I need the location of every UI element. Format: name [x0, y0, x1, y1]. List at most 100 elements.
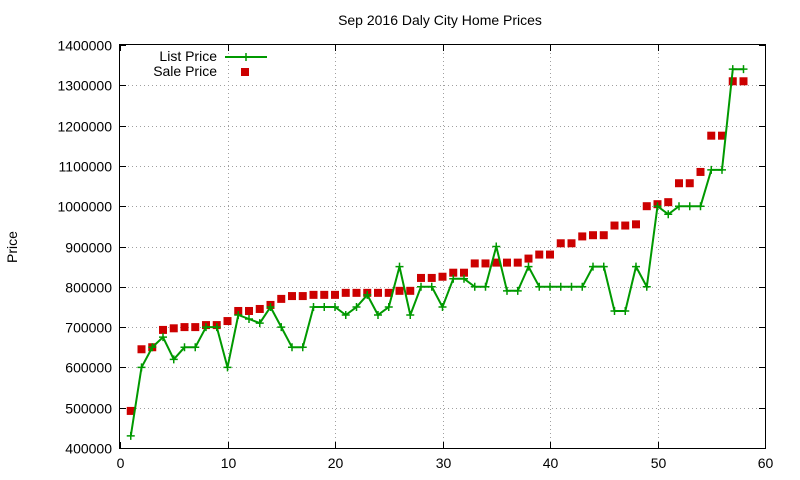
y-axis-label: Price	[4, 231, 20, 263]
y-tick-label: 500000	[65, 401, 112, 417]
list-price-point	[212, 323, 221, 332]
list-price-point	[675, 202, 683, 211]
list-price-point	[653, 202, 662, 211]
sale-price-point	[664, 198, 673, 207]
list-price-point	[578, 282, 587, 291]
sale-price-point	[234, 306, 243, 315]
list-price-point	[148, 343, 157, 352]
sale-price-point	[675, 179, 683, 188]
list-price-point	[610, 306, 619, 315]
list-price-point	[169, 355, 178, 364]
sale-price-point	[384, 288, 393, 297]
sale-price-point	[567, 239, 576, 248]
list-price-point	[137, 363, 146, 372]
list-price-point	[245, 315, 253, 324]
y-tick-label: 1100000	[59, 159, 113, 175]
y-tick-label: 900000	[65, 240, 112, 256]
sale-price-point	[352, 288, 361, 297]
sale-price-point	[696, 167, 705, 176]
list-price-point	[341, 311, 350, 320]
x-tick-label: 30	[436, 455, 452, 471]
list-price-point	[159, 333, 167, 342]
list-price-point	[438, 302, 447, 311]
list-price-point	[255, 319, 264, 328]
list-price-point	[363, 290, 372, 299]
sale-price-point	[288, 292, 296, 301]
legend-swatch-sale-price	[241, 68, 249, 76]
sale-price-point	[739, 77, 748, 86]
sale-price-point	[610, 221, 619, 230]
sale-price-point	[341, 288, 350, 297]
list-price-point	[298, 343, 307, 352]
sale-price-point	[191, 323, 200, 332]
chart-title: Sep 2016 Daly City Home Prices	[338, 12, 542, 28]
sale-price-point	[438, 272, 447, 281]
sale-price-point	[589, 231, 597, 240]
sale-price-point	[470, 259, 479, 268]
sale-price-point	[374, 288, 382, 297]
y-tick-label: 800000	[65, 280, 112, 296]
y-tick-label: 1000000	[57, 199, 112, 215]
sale-price-point	[535, 250, 544, 259]
list-price-point	[642, 282, 651, 291]
list-price-point	[535, 282, 544, 291]
list-price-point	[492, 242, 501, 251]
x-tick-label: 60	[758, 455, 774, 471]
y-tick-label: 1300000	[57, 78, 112, 94]
list-price-point	[406, 311, 415, 320]
plot-frame	[119, 44, 766, 449]
sale-price-point	[255, 304, 264, 313]
list-price-point	[632, 262, 640, 271]
list-price-point	[718, 165, 726, 174]
sale-price-point	[298, 292, 307, 301]
x-tick-label: 10	[221, 455, 237, 471]
list-price-point	[126, 431, 135, 440]
legend-label-sale-price: Sale Price	[153, 63, 217, 79]
sale-price-point	[449, 268, 458, 277]
sale-price-point	[309, 290, 318, 299]
list-price-point	[589, 262, 597, 271]
axis-ticks: 400000 500000 600000 700000 800000 900000 1000…	[57, 38, 773, 472]
list-price-point	[599, 262, 608, 271]
list-price-point	[384, 302, 393, 311]
sale-price-point	[599, 231, 608, 240]
sale-price-point	[245, 306, 253, 315]
sale-price-point	[320, 290, 329, 299]
list-price-point	[395, 262, 404, 271]
y-tick-label: 1200000	[57, 119, 112, 135]
list-price-point	[546, 282, 554, 291]
sale-price-point	[159, 325, 167, 334]
sale-price-point	[524, 254, 533, 263]
y-tick-label: 400000	[65, 441, 112, 457]
list-price-point	[352, 302, 361, 311]
sale-price-point	[685, 179, 694, 188]
list-price-point	[524, 262, 533, 271]
sale-price-point	[621, 221, 630, 230]
x-tick-label: 50	[651, 455, 667, 471]
sale-price-point	[126, 406, 135, 415]
legend: List Price Sale Price	[153, 48, 267, 79]
grid-lines	[120, 45, 765, 448]
list-price-point	[277, 323, 286, 332]
list-price-point	[266, 302, 275, 311]
legend-label-list-price: List Price	[159, 48, 217, 64]
sale-price-point	[513, 258, 522, 267]
list-price-point	[374, 311, 382, 320]
y-tick-label: 1400000	[57, 38, 112, 54]
list-price-point	[309, 302, 318, 311]
list-price-point	[567, 282, 576, 291]
list-price-point	[621, 306, 630, 315]
sale-price-point	[632, 220, 640, 229]
list-price-point	[320, 302, 329, 311]
list-price-point	[664, 210, 673, 219]
list-price-point	[191, 343, 200, 352]
sale-price-point	[481, 259, 490, 268]
x-tick-label: 40	[543, 455, 559, 471]
list-price-point	[417, 282, 425, 291]
list-price-point	[696, 202, 705, 211]
sale-price-point	[277, 294, 286, 303]
sale-price-point	[417, 273, 425, 282]
list-price-point	[481, 282, 490, 291]
